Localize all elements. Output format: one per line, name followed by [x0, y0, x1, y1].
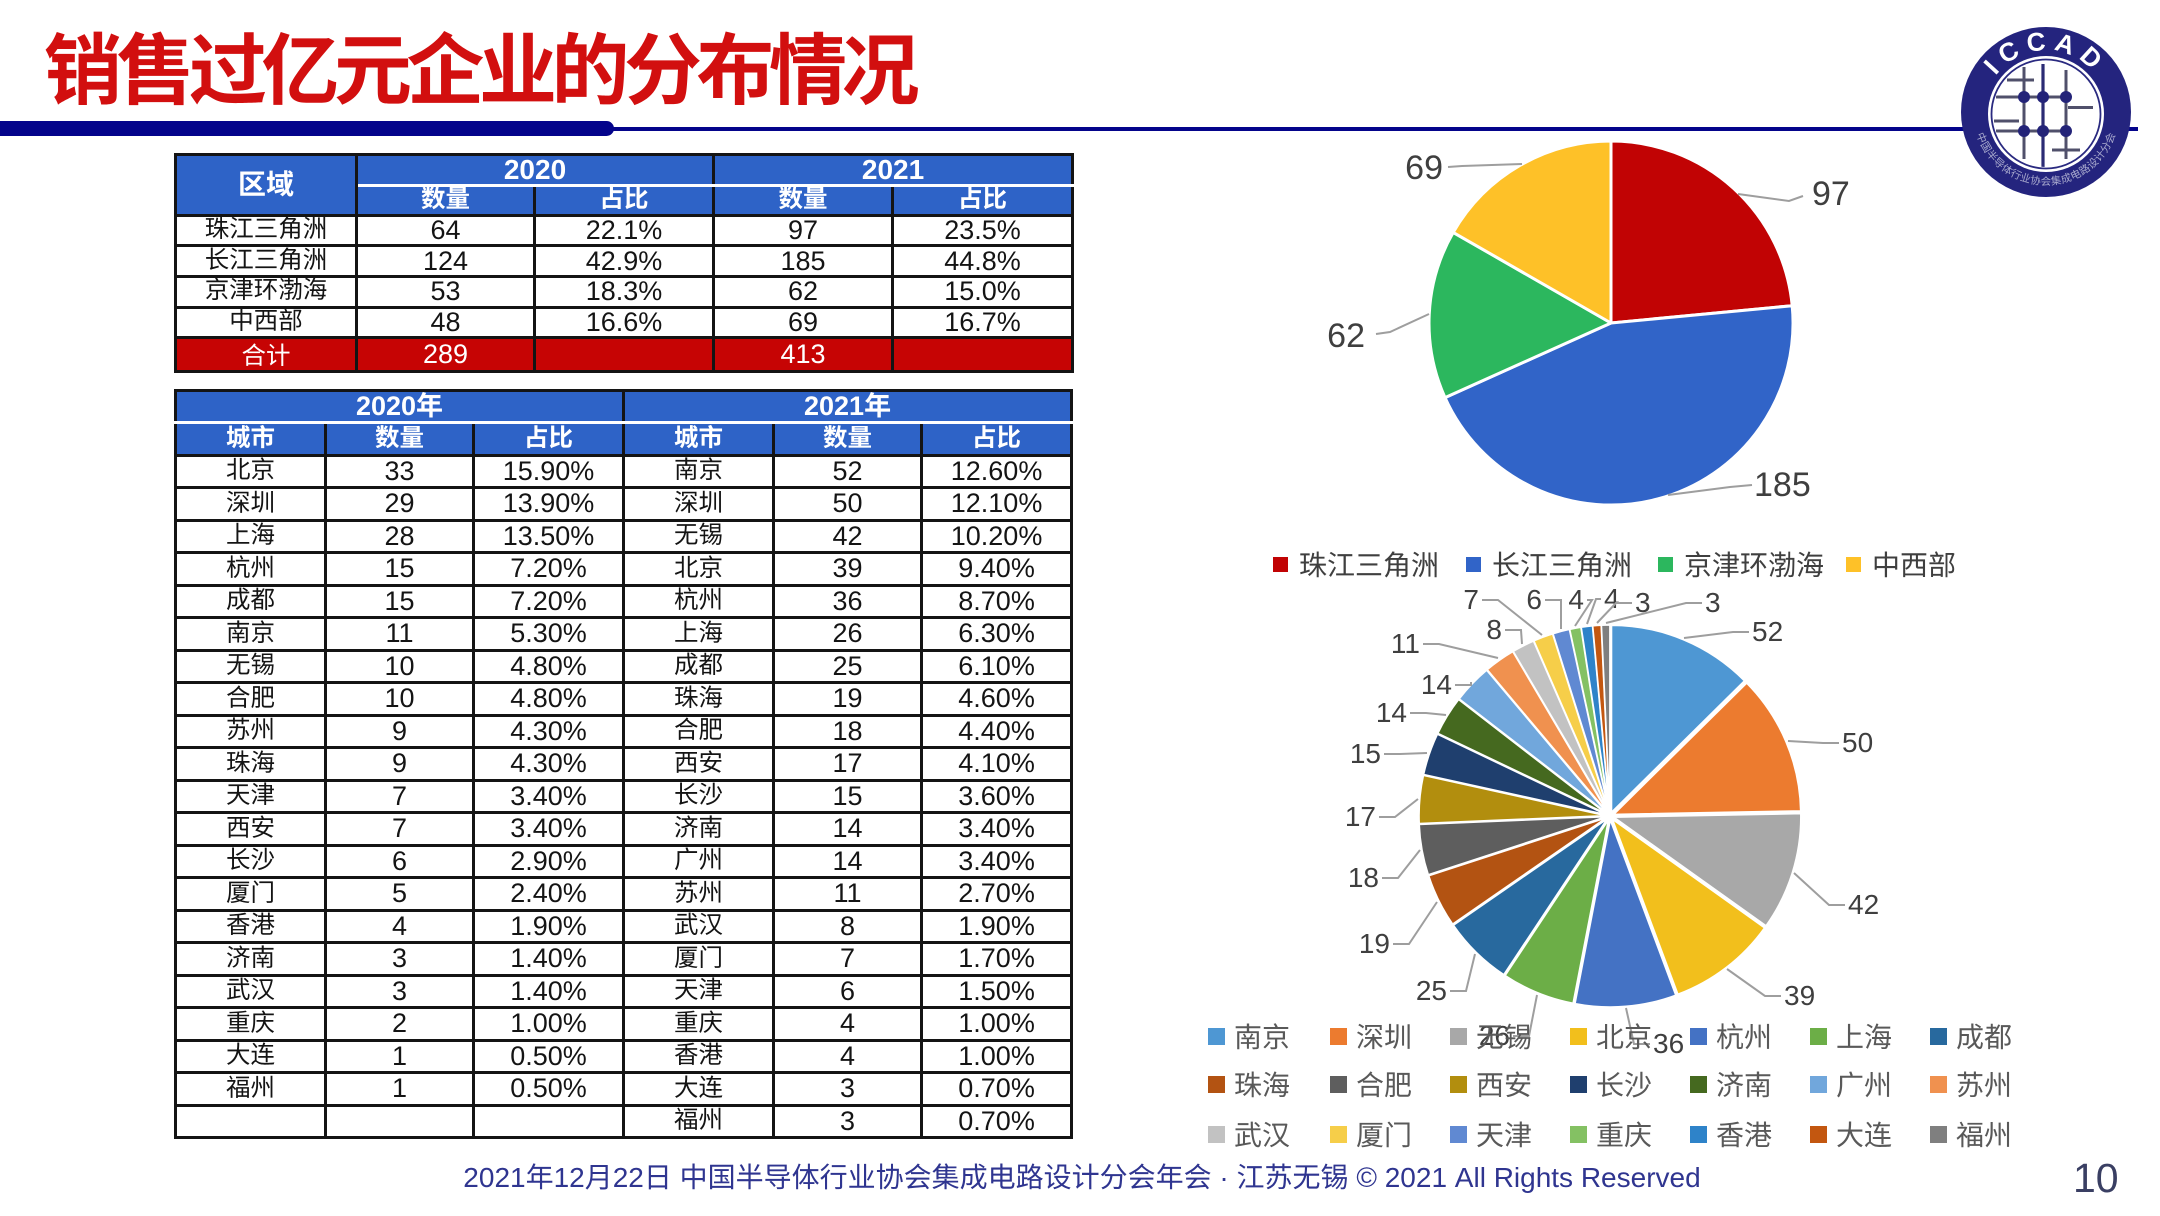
svg-text:17: 17 [1345, 801, 1376, 832]
svg-text:7: 7 [1463, 584, 1479, 615]
svg-text:14: 14 [1421, 669, 1452, 700]
svg-text:62: 62 [1327, 317, 1365, 355]
svg-text:69: 69 [1405, 149, 1443, 187]
svg-text:97: 97 [1812, 175, 1850, 213]
svg-text:8: 8 [1486, 614, 1502, 645]
svg-text:18: 18 [1348, 862, 1379, 893]
svg-text:11: 11 [1391, 628, 1420, 659]
svg-text:26: 26 [1479, 1020, 1510, 1051]
svg-text:3: 3 [1635, 587, 1651, 618]
svg-text:15: 15 [1350, 738, 1381, 769]
svg-text:42: 42 [1848, 889, 1879, 920]
svg-text:3: 3 [1705, 587, 1721, 618]
svg-text:14: 14 [1376, 697, 1407, 728]
svg-text:36: 36 [1653, 1028, 1684, 1059]
svg-text:6: 6 [1526, 584, 1542, 615]
svg-text:25: 25 [1416, 975, 1447, 1006]
svg-text:4: 4 [1568, 584, 1584, 615]
svg-text:4: 4 [1604, 583, 1620, 614]
svg-text:50: 50 [1842, 727, 1873, 758]
svg-text:185: 185 [1754, 466, 1811, 504]
svg-text:39: 39 [1784, 980, 1815, 1011]
svg-text:19: 19 [1359, 928, 1390, 959]
svg-text:52: 52 [1752, 616, 1783, 647]
